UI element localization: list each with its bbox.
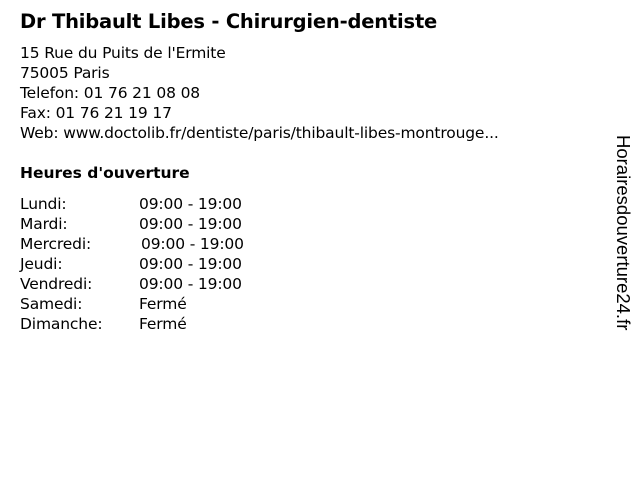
- day-hours: 09:00 - 19:00: [139, 255, 242, 273]
- day-label: Mercredi:: [20, 235, 92, 253]
- watermark: Horairesdouverture24.fr: [613, 135, 634, 331]
- day-hours: 09:00 - 19:00: [139, 215, 242, 233]
- address-street: 15 Rue du Puits de l'Ermite: [20, 44, 226, 62]
- hours-heading: Heures d'ouverture: [20, 164, 190, 182]
- day-label: Vendredi:: [20, 275, 93, 293]
- day-hours: 09:00 - 19:00: [141, 235, 244, 253]
- day-hours: 09:00 - 19:00: [139, 275, 242, 293]
- address-city: 75005 Paris: [20, 64, 110, 82]
- day-label: Lundi:: [20, 195, 67, 213]
- day-label: Mardi:: [20, 215, 68, 233]
- contact-info: 15 Rue du Puits de l'Ermite 75005 Paris …: [20, 43, 499, 143]
- day-hours: Fermé: [139, 315, 187, 333]
- day-label: Dimanche:: [20, 315, 103, 333]
- fax-number: Fax: 01 76 21 19 17: [20, 104, 172, 122]
- phone-number: Telefon: 01 76 21 08 08: [20, 84, 200, 102]
- website: Web: www.doctolib.fr/dentiste/paris/thib…: [20, 124, 499, 142]
- day-hours: Fermé: [139, 295, 187, 313]
- day-hours: 09:00 - 19:00: [139, 195, 242, 213]
- day-label: Samedi:: [20, 295, 83, 313]
- page-title: Dr Thibault Libes - Chirurgien-dentiste: [20, 10, 438, 33]
- day-label: Jeudi:: [20, 255, 63, 273]
